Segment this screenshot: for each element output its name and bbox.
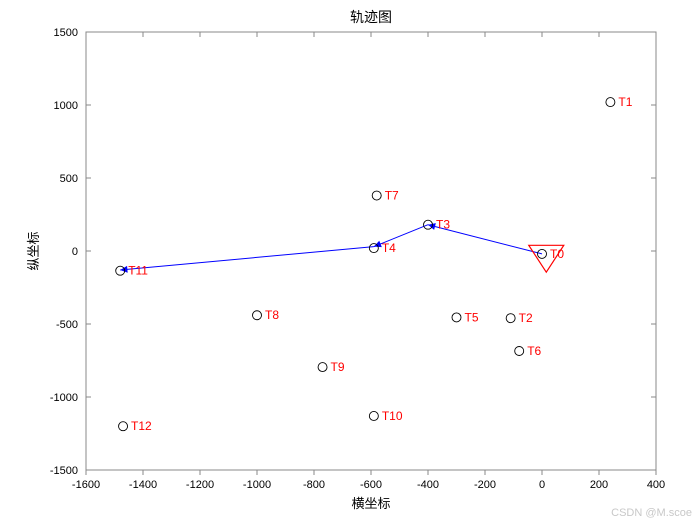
- point-label: T10: [382, 409, 403, 423]
- point-label: T12: [131, 419, 152, 433]
- svg-text:1500: 1500: [54, 27, 78, 39]
- point-label: T0: [550, 247, 564, 261]
- watermark-text: CSDN @M.scoe: [611, 507, 692, 519]
- svg-text:500: 500: [60, 173, 78, 185]
- chart-svg: -1600 -1400 -1200 -1000 -800 -600 -400 -200 0 200…: [0, 0, 700, 525]
- point-label: T9: [331, 360, 345, 374]
- point-label: T7: [385, 189, 399, 203]
- svg-text:横坐标: 横坐标: [351, 496, 390, 511]
- svg-text:轨迹图: 轨迹图: [350, 9, 392, 25]
- trajectory-chart: -1600 -1400 -1200 -1000 -800 -600 -400 -200 0 200…: [0, 0, 700, 525]
- point-label: T11: [128, 264, 148, 278]
- point-label: T5: [465, 310, 479, 324]
- svg-text:-1200: -1200: [186, 479, 214, 491]
- svg-text:-200: -200: [474, 479, 496, 491]
- svg-text:0: 0: [539, 479, 545, 491]
- point-label: T8: [265, 308, 279, 322]
- point-label: T6: [527, 344, 541, 358]
- point-label: T2: [519, 311, 533, 325]
- point-label: T3: [436, 218, 450, 232]
- svg-text:-1600: -1600: [72, 479, 100, 491]
- svg-text:0: 0: [72, 246, 78, 258]
- svg-text:-1400: -1400: [129, 479, 157, 491]
- point-label: T4: [382, 241, 396, 255]
- point-label: T1: [618, 95, 632, 109]
- svg-text:400: 400: [647, 479, 665, 491]
- svg-text:-1000: -1000: [243, 479, 271, 491]
- svg-text:200: 200: [590, 479, 608, 491]
- svg-text:纵坐标: 纵坐标: [26, 231, 41, 270]
- svg-text:1000: 1000: [54, 100, 78, 112]
- svg-text:-400: -400: [417, 479, 439, 491]
- svg-text:-800: -800: [303, 479, 325, 491]
- svg-text:-1000: -1000: [50, 392, 78, 404]
- svg-text:-1500: -1500: [50, 465, 78, 477]
- svg-text:-500: -500: [56, 319, 78, 331]
- svg-text:-600: -600: [360, 479, 382, 491]
